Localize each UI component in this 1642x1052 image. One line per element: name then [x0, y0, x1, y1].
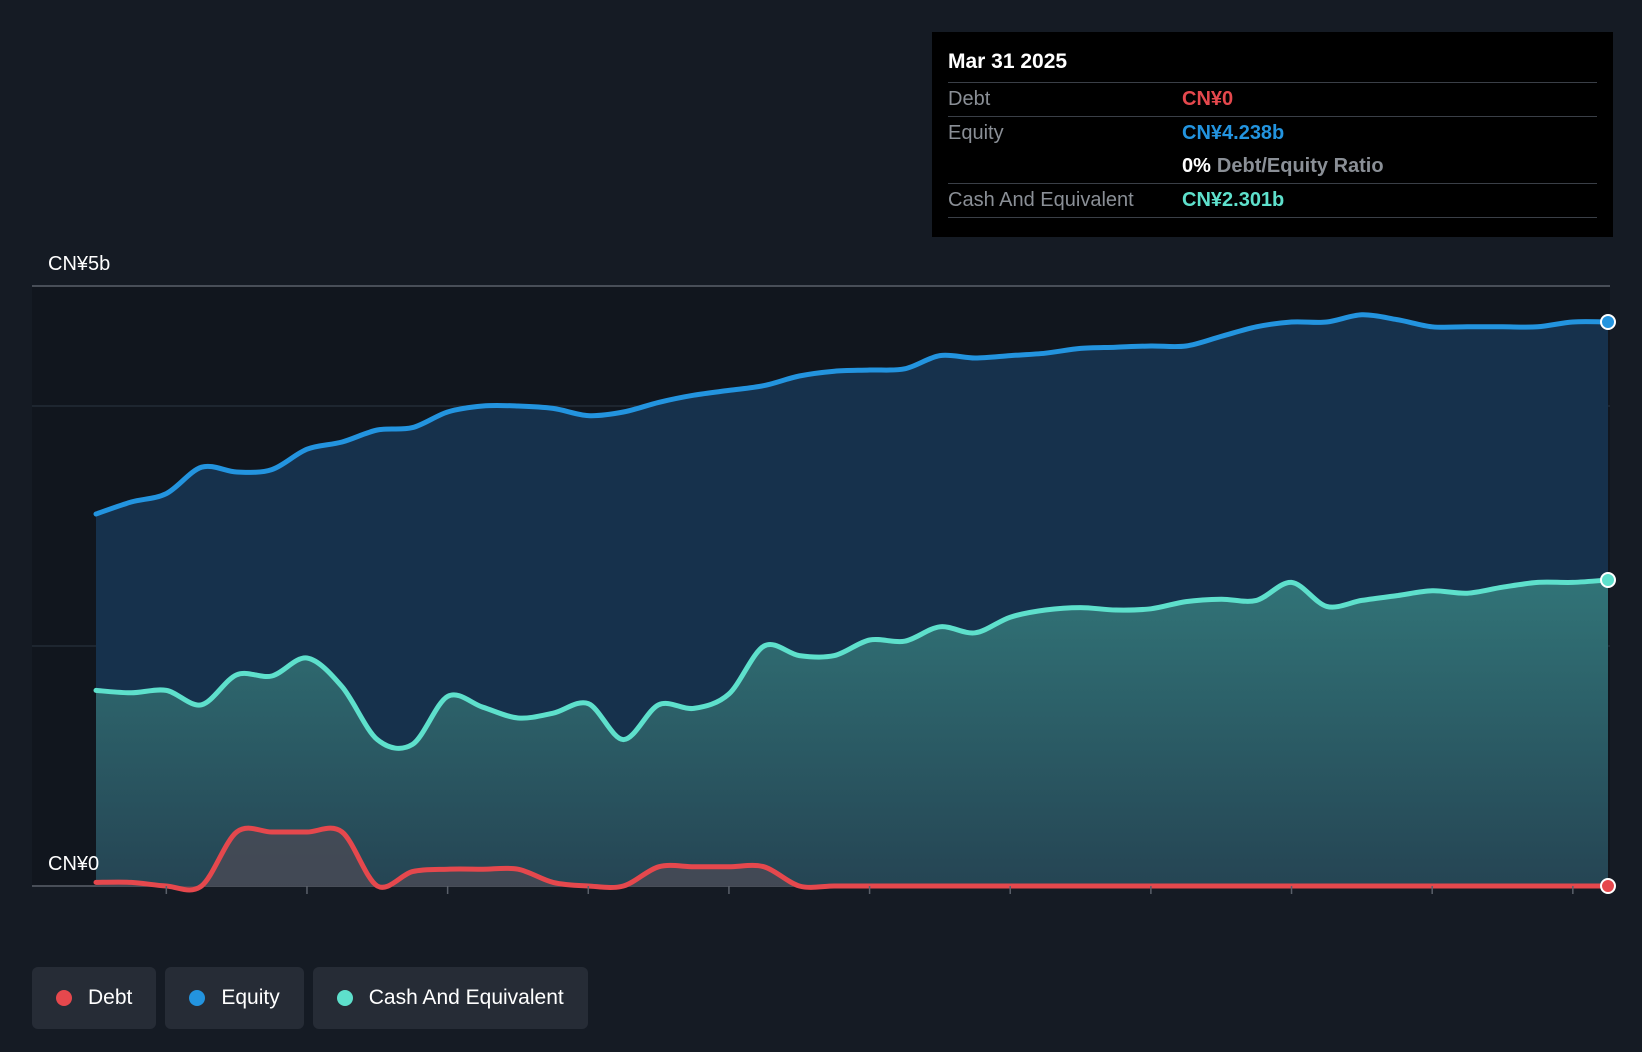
tooltip-equity-key: Equity	[948, 122, 1004, 144]
legend-dot-icon	[189, 990, 206, 1006]
legend-dot-icon	[56, 990, 72, 1006]
equity-line	[93, 312, 1611, 517]
tooltip-panel: Mar 31 2025 Debt CN¥0 Equity CN¥4.238b 0…	[932, 32, 1613, 237]
tooltip-ratio-percent: 0%	[1182, 155, 1211, 177]
tooltip-row-equity: Equity CN¥4.238b	[948, 116, 1597, 150]
equity-end-point	[1600, 314, 1616, 330]
cash-line	[93, 577, 1611, 751]
legend: Debt Equity Cash And Equivalent	[32, 967, 588, 1029]
tooltip-date: Mar 31 2025	[948, 50, 1068, 73]
legend-item-debt[interactable]: Debt	[32, 967, 157, 1029]
debt-end-point	[1600, 878, 1616, 894]
debt-line	[93, 825, 1611, 893]
tooltip-cash-key: Cash And Equivalent	[948, 189, 1134, 211]
legend-item-equity[interactable]: Equity	[165, 967, 304, 1029]
tooltip-equity-value: CN¥4.238b	[1182, 122, 1285, 144]
tooltip-debt-value: CN¥0	[1182, 88, 1234, 110]
legend-label: Debt	[88, 986, 133, 1009]
legend-dot-icon	[336, 990, 353, 1006]
tooltip-row-ratio: 0% Debt/Equity Ratio	[948, 150, 1597, 183]
cash-area	[96, 580, 1608, 886]
tooltip-cash-value: CN¥2.301b	[1182, 189, 1285, 211]
cash-end-point	[1600, 572, 1616, 588]
y-axis-top-label: CN¥5b	[48, 253, 110, 275]
legend-item-cash[interactable]: Cash And Equivalent	[312, 967, 588, 1029]
tooltip-row-debt: Debt CN¥0	[948, 82, 1597, 116]
debt-area	[96, 828, 1608, 890]
tooltip-debt-key: Debt	[948, 88, 991, 110]
y-axis-bottom-label: CN¥0	[48, 853, 99, 875]
debt-equity-chart: 2015201620172018201920202021202220232024…	[32, 253, 1616, 894]
tooltip-ratio-label: Debt/Equity Ratio	[1216, 155, 1384, 177]
legend-label: Equity	[221, 986, 280, 1009]
legend-label: Cash And Equivalent	[368, 986, 564, 1009]
tooltip-row-cash: Cash And Equivalent CN¥2.301b	[948, 183, 1597, 218]
